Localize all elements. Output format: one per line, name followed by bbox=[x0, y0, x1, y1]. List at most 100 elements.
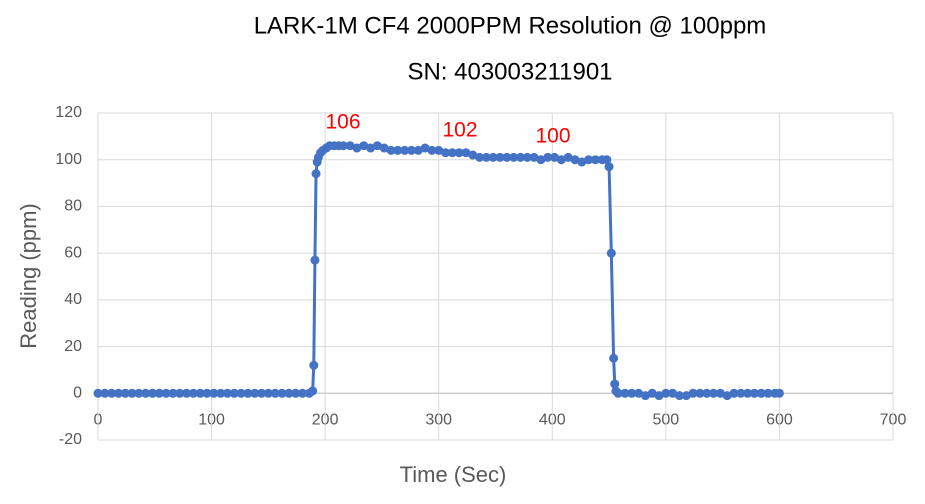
data-point bbox=[488, 152, 498, 162]
data-point bbox=[454, 148, 464, 158]
data-point bbox=[310, 255, 320, 265]
data-point bbox=[413, 145, 423, 155]
data-point bbox=[609, 353, 619, 363]
data-point bbox=[338, 141, 348, 151]
data-point bbox=[590, 155, 600, 165]
data-point bbox=[627, 388, 637, 398]
data-point bbox=[749, 388, 759, 398]
data-point bbox=[243, 388, 253, 398]
data-point bbox=[250, 388, 260, 398]
chart-title: LARK-1M CF4 2000PPM Resolution @ 100ppm bbox=[254, 12, 767, 39]
data-point bbox=[674, 391, 684, 401]
data-point bbox=[154, 388, 164, 398]
data-point bbox=[297, 388, 307, 398]
data-point bbox=[372, 141, 382, 151]
data-point bbox=[284, 388, 294, 398]
data-point bbox=[406, 145, 416, 155]
data-point bbox=[570, 155, 580, 165]
data-point bbox=[602, 155, 612, 165]
data-point bbox=[743, 388, 753, 398]
annotation: 106 bbox=[325, 111, 360, 134]
data-point bbox=[400, 145, 410, 155]
data-point bbox=[257, 388, 267, 398]
data-point bbox=[277, 388, 287, 398]
data-point bbox=[606, 248, 616, 258]
data-point bbox=[93, 388, 103, 398]
data-point bbox=[584, 155, 594, 165]
data-point bbox=[556, 155, 566, 165]
data-point bbox=[604, 162, 614, 172]
data-point bbox=[756, 388, 766, 398]
data-point bbox=[461, 148, 471, 158]
data-point bbox=[188, 388, 198, 398]
data-point bbox=[120, 388, 130, 398]
chart-subtitle: SN: 403003211901 bbox=[407, 58, 612, 85]
data-point bbox=[688, 388, 698, 398]
data-point bbox=[263, 388, 273, 398]
data-point bbox=[522, 152, 532, 162]
data-point bbox=[113, 388, 123, 398]
data-point bbox=[202, 388, 212, 398]
data-point bbox=[379, 143, 389, 153]
data-point bbox=[420, 143, 430, 153]
annotation: 100 bbox=[535, 125, 570, 148]
data-point bbox=[495, 152, 505, 162]
data-point bbox=[441, 148, 451, 158]
data-point bbox=[502, 152, 512, 162]
data-point bbox=[610, 379, 620, 389]
data-point bbox=[709, 388, 719, 398]
y-tick-label: 60 bbox=[64, 244, 82, 261]
data-point bbox=[427, 145, 437, 155]
data-point bbox=[386, 145, 396, 155]
data-point bbox=[763, 388, 773, 398]
y-tick-label: 120 bbox=[55, 104, 82, 121]
data-point bbox=[168, 388, 178, 398]
data-point bbox=[148, 388, 158, 398]
data-point bbox=[654, 391, 664, 401]
data-point bbox=[134, 388, 144, 398]
data-point bbox=[236, 388, 246, 398]
data-point bbox=[515, 152, 525, 162]
data-point bbox=[681, 391, 691, 401]
data-point bbox=[141, 388, 151, 398]
data-point bbox=[543, 152, 553, 162]
y-tick-label: 80 bbox=[64, 198, 82, 215]
data-point bbox=[100, 388, 110, 398]
data-point bbox=[308, 386, 318, 396]
data-point bbox=[195, 388, 205, 398]
data-point bbox=[613, 388, 623, 398]
data-point bbox=[434, 145, 444, 155]
data-point bbox=[366, 143, 376, 153]
data-point bbox=[393, 145, 403, 155]
data-point bbox=[722, 391, 732, 401]
y-tick-label: -20 bbox=[59, 431, 82, 448]
data-point bbox=[577, 157, 587, 167]
y-tick-label: 0 bbox=[73, 385, 82, 402]
data-point bbox=[647, 388, 657, 398]
data-point bbox=[640, 391, 650, 401]
data-point bbox=[729, 388, 739, 398]
y-tick-label: 20 bbox=[64, 338, 82, 355]
data-point bbox=[222, 388, 232, 398]
data-point bbox=[447, 148, 457, 158]
data-point bbox=[661, 388, 671, 398]
data-point bbox=[536, 155, 546, 165]
data-point bbox=[359, 141, 369, 151]
data-point bbox=[550, 152, 560, 162]
annotation: 102 bbox=[442, 119, 477, 142]
data-point bbox=[345, 141, 355, 151]
data-point bbox=[715, 388, 725, 398]
data-point bbox=[509, 152, 519, 162]
data-point bbox=[736, 388, 746, 398]
data-point bbox=[634, 388, 644, 398]
data-point bbox=[182, 388, 192, 398]
data-point bbox=[468, 150, 478, 160]
data-point bbox=[702, 388, 712, 398]
data-point bbox=[127, 388, 137, 398]
data-point bbox=[175, 388, 185, 398]
x-axis-label: Time (Sec) bbox=[400, 462, 507, 487]
y-axis-label: Reading (ppm) bbox=[16, 203, 41, 349]
data-point bbox=[107, 388, 117, 398]
data-point bbox=[529, 152, 539, 162]
